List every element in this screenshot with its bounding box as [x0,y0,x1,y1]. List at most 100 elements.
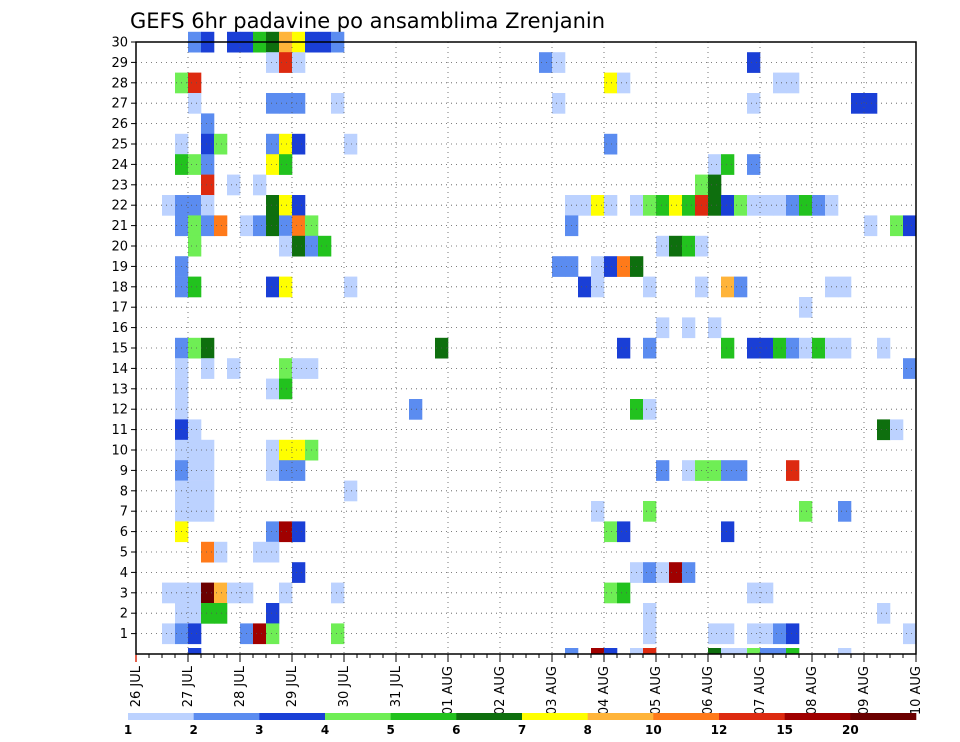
heat-cell [188,480,202,502]
heat-cell [292,460,306,481]
heat-cell [188,623,202,645]
heat-cell [877,337,891,359]
heat-cell [682,460,696,481]
y-tick-label: 5 [120,546,128,561]
heat-cell [279,133,293,155]
colorbar-tick-label: 8 [583,723,591,737]
heat-cell [591,501,605,522]
heat-cell [591,276,605,298]
heat-cell [292,195,306,216]
heat-cell [682,235,696,257]
x-tick-label: 04 AUG [597,666,612,715]
heat-cell [656,235,670,257]
heat-cell [188,276,202,298]
heat-cell [773,648,787,655]
heat-cell [279,52,293,73]
heat-cell [292,215,306,237]
heat-cell [656,317,670,339]
heat-cell [851,93,865,114]
heat-cell [838,501,852,522]
heat-cell [864,215,878,237]
heat-cell [214,582,228,604]
heat-cell [643,399,657,420]
heat-cell [188,439,202,461]
heat-cell [643,562,657,583]
colorbar-tick-label: 2 [189,723,197,737]
heat-cell [188,93,202,114]
x-axis: 26 JUL 27 JUL 28 JUL 29 JUL 30 JUL 31 JUL 01 A… [129,654,924,715]
colorbar-tick-label: 4 [321,723,329,737]
heat-cell [643,603,657,624]
heat-cell [617,256,631,277]
heat-cell [253,215,267,237]
heat-cell [591,195,605,216]
heat-cell [656,195,670,216]
heat-cell [799,501,813,522]
heat-cell [604,648,618,655]
heat-cell [747,582,761,604]
heat-cell [838,276,852,298]
chart-title: GEFS 6hr padavine po ansamblima Zrenjani… [130,9,605,33]
heat-cell [279,93,293,114]
x-tick-label: 29 JUL [285,665,300,707]
heat-cell [214,603,228,624]
heat-cell [721,276,735,298]
colorbar-swatch [653,713,720,720]
heat-cell [643,337,657,359]
heat-cell [864,93,878,114]
heat-cell [721,623,735,645]
heat-cell [747,648,761,655]
colorbar-swatch [193,713,260,720]
heat-cell [266,276,280,298]
heat-cell [682,195,696,216]
heat-cell [214,541,228,563]
y-tick-label: 14 [111,362,128,377]
colorbar-swatch [128,713,194,720]
heat-cell [279,276,293,298]
colorbar-swatch [390,713,457,720]
heat-cell [331,623,345,645]
heat-cell [721,337,735,359]
heat-cell [773,337,787,359]
y-tick-label: 18 [111,280,128,295]
heat-cell [292,562,306,583]
heat-cell [630,648,644,655]
heat-cell [708,648,722,655]
heat-cell [279,215,293,237]
heat-cell [747,93,761,114]
y-tick-label: 4 [120,566,128,581]
heat-cell [266,133,280,155]
heat-cell [292,358,306,379]
heat-cell [201,174,215,196]
heat-cell [266,195,280,216]
colorbar: 1 2 3 4 5 6 7 8 10 12 15 20 [124,713,917,737]
heat-cell [552,93,566,114]
heat-cell [708,317,722,339]
heat-cell [838,337,852,359]
heat-cell [539,52,553,73]
y-tick-label: 22 [111,199,128,214]
heat-cell [773,195,787,216]
heat-cell [799,337,813,359]
x-tick-label: 28 JUL [233,665,248,707]
heat-cell [682,317,696,339]
heat-cell [253,623,267,645]
heat-cell [747,623,761,645]
heat-cell [773,72,787,94]
heat-cell [266,215,280,237]
heat-cell [279,358,293,379]
y-tick-label: 24 [111,158,128,173]
x-tick-label: 30 JUL [337,665,352,707]
heat-cell [643,195,657,216]
heat-cell [877,603,891,624]
y-tick-label: 13 [111,382,128,397]
heat-cell [552,256,566,277]
heat-cell [292,133,306,155]
colorbar-swatch [259,713,326,720]
heat-cell [643,276,657,298]
heat-cell [734,460,748,481]
heat-cell [266,603,280,624]
y-tick-label: 2 [120,607,128,622]
